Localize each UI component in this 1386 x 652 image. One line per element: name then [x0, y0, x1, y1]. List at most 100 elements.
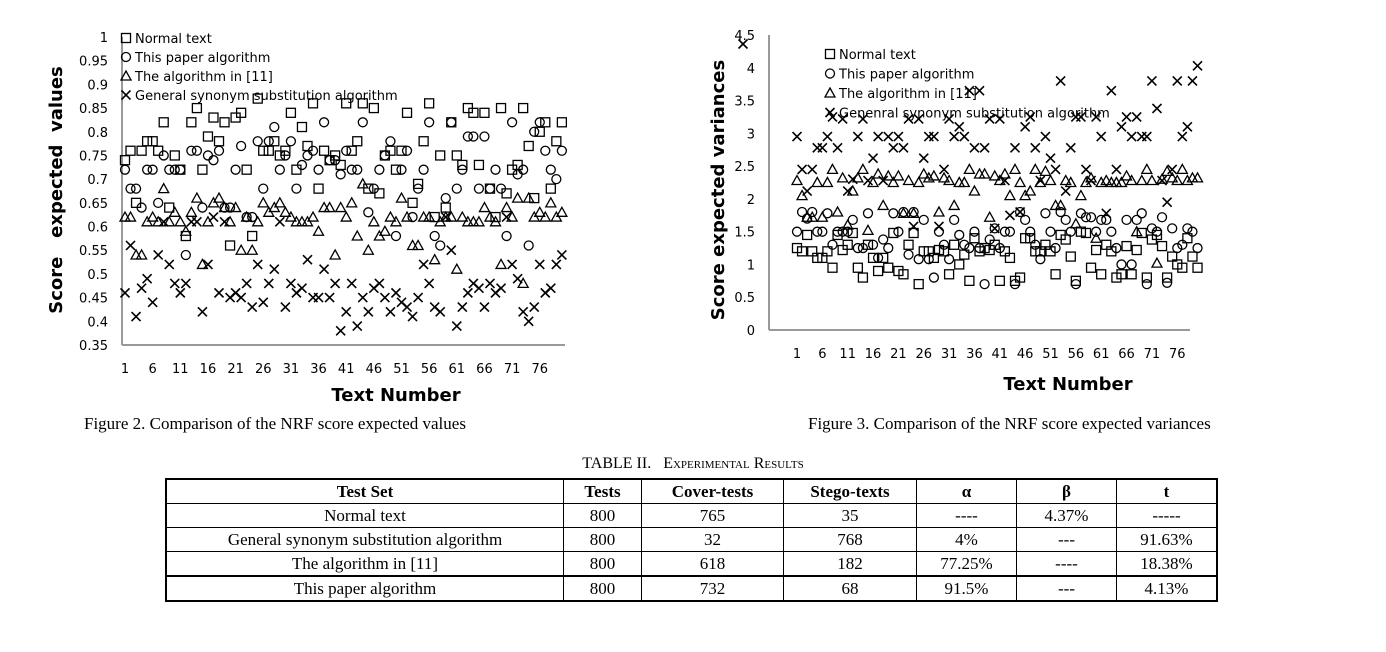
- data-point: [918, 214, 929, 226]
- data-point: [335, 325, 346, 336]
- data-point: [1035, 254, 1046, 265]
- data-point: [903, 113, 914, 124]
- data-point: [518, 102, 529, 114]
- data-point: [346, 164, 357, 175]
- data-point: [1074, 189, 1088, 201]
- data-point: [842, 185, 853, 197]
- data-point: [1151, 226, 1163, 237]
- data-point: [832, 229, 843, 241]
- data-point: [357, 117, 368, 128]
- data-point: [208, 211, 219, 223]
- data-point: [197, 164, 208, 175]
- series-circle: [119, 117, 568, 261]
- data-point: [888, 208, 899, 219]
- data-point: [457, 159, 468, 171]
- y-tick-label: 0.75: [79, 149, 108, 164]
- x-tick-label: 51: [1042, 347, 1059, 362]
- data-point: [902, 174, 915, 186]
- figure-2-caption: Figure 2. Comparison of the NRF score ex…: [84, 414, 466, 433]
- data-point: [279, 205, 292, 217]
- data-point: [938, 239, 950, 250]
- data-point: [795, 189, 809, 201]
- data-point: [812, 226, 823, 237]
- data-point: [555, 205, 568, 217]
- data-point: [867, 153, 879, 164]
- data-point: [423, 210, 436, 222]
- data-point: [307, 98, 319, 109]
- data-point: [523, 140, 534, 152]
- x-axis-label: Text Number: [1003, 374, 1132, 395]
- x-tick-label: 76: [531, 362, 548, 377]
- data-point: [440, 211, 451, 223]
- data-point: [1009, 278, 1021, 290]
- data-point: [169, 164, 180, 175]
- data-point: [180, 278, 191, 289]
- chart-2: 0.35 0.4 0.45 0.5 0.55 0.6 0.65 0.7 0.75 0.8 0.85 0…: [46, 31, 568, 406]
- data-point: [932, 205, 946, 217]
- data-point: [1141, 272, 1152, 283]
- data-point: [341, 98, 352, 109]
- x-tick-label: 31: [283, 362, 300, 377]
- data-point: [1151, 229, 1163, 241]
- data-point: [152, 215, 165, 227]
- data-point: [407, 197, 418, 208]
- data-point: [1050, 269, 1061, 280]
- data-point: [1136, 227, 1147, 239]
- data-point: [306, 210, 320, 222]
- data-point: [1015, 206, 1026, 218]
- data-point: [285, 278, 296, 289]
- data-point: [335, 169, 346, 180]
- data-point: [374, 164, 385, 175]
- data-point: [861, 224, 875, 236]
- table-cell: 18.38%: [1116, 551, 1218, 577]
- data-point: [817, 226, 828, 237]
- data-point: [363, 183, 374, 194]
- data-point: [912, 176, 925, 188]
- y-tick-label: 0.55: [79, 244, 108, 259]
- data-point: [1070, 275, 1081, 286]
- data-point: [1045, 246, 1056, 257]
- y-tick-label: 0.8: [87, 126, 108, 141]
- data-point: [445, 210, 458, 222]
- data-point: [1085, 212, 1097, 223]
- data-point: [922, 171, 935, 183]
- data-point: [280, 145, 291, 156]
- data-point: [913, 278, 924, 290]
- data-point: [831, 205, 844, 217]
- data-point: [263, 136, 274, 147]
- data-point: [1182, 121, 1193, 132]
- data-point: [1116, 259, 1127, 270]
- data-point: [1090, 244, 1102, 256]
- data-point: [1162, 197, 1173, 208]
- data-point: [495, 183, 507, 194]
- data-point: [357, 98, 368, 109]
- data-point: [529, 302, 540, 313]
- data-point: [389, 215, 403, 227]
- data-point: [802, 185, 813, 197]
- data-point: [1140, 163, 1153, 175]
- data-point: [827, 239, 838, 250]
- data-point: [517, 277, 530, 289]
- data-point: [212, 191, 226, 203]
- data-point: [153, 197, 164, 208]
- data-point: [1177, 131, 1188, 142]
- data-point: [1131, 214, 1142, 226]
- stray-x-mark: [737, 38, 749, 50]
- data-point: [235, 140, 247, 152]
- data-point: [933, 221, 945, 232]
- data-point: [313, 164, 324, 175]
- data-point: [219, 117, 230, 128]
- data-point: [390, 287, 402, 298]
- data-point: [888, 142, 899, 153]
- data-point: [917, 167, 930, 179]
- data-point: [235, 107, 247, 118]
- data-point: [302, 254, 313, 265]
- data-point: [1014, 206, 1026, 218]
- data-point: [832, 142, 843, 153]
- data-point: [1166, 171, 1179, 183]
- data-point: [1182, 223, 1193, 234]
- data-point: [893, 226, 904, 237]
- data-point: [984, 113, 995, 124]
- data-point: [821, 176, 834, 188]
